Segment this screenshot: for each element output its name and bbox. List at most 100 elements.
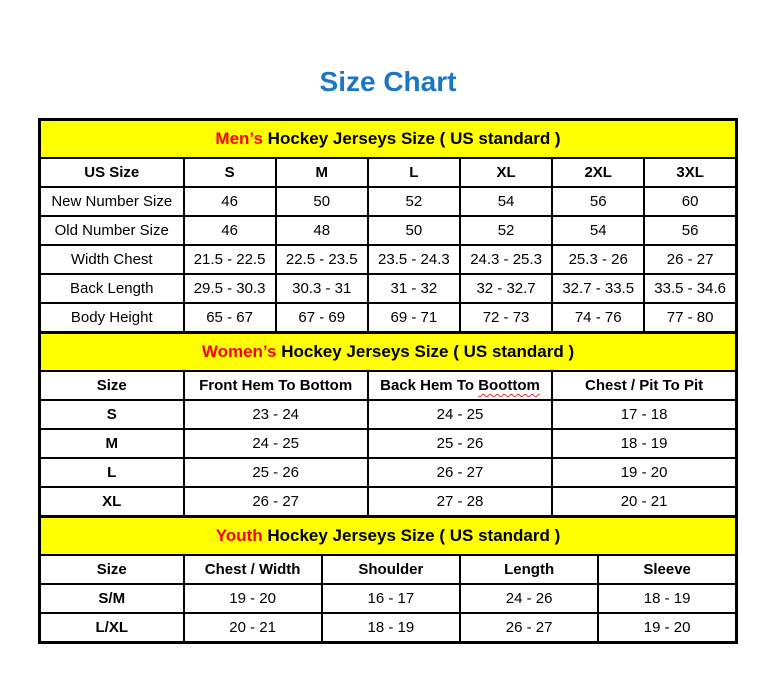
table-cell: 19 - 20 <box>551 457 738 488</box>
table-cell: 54 <box>551 215 646 246</box>
column-header-text: Back Hem To <box>380 377 479 394</box>
table-row: M 24 - 25 25 - 26 18 - 19 <box>38 428 738 459</box>
mens-section-header: Men’s Hockey Jerseys Size ( US standard … <box>38 118 738 159</box>
row-label: S <box>38 399 185 430</box>
womens-section-header: Women’s Hockey Jerseys Size ( US standar… <box>38 331 738 372</box>
row-label: Old Number Size <box>38 215 185 246</box>
table-row: Width Chest 21.5 - 22.5 22.5 - 23.5 23.5… <box>38 244 738 275</box>
column-header: Length <box>458 554 600 585</box>
table-row: New Number Size 46 50 52 54 56 60 <box>38 186 738 217</box>
mens-title-rest: Hockey Jerseys Size ( US standard ) <box>262 129 561 148</box>
row-label: XL <box>38 486 185 518</box>
mens-size-table: Men’s Hockey Jerseys Size ( US standard … <box>38 118 738 334</box>
table-cell: 20 - 21 <box>551 486 738 518</box>
table-cell: 50 <box>274 186 369 217</box>
table-row: Back Length 29.5 - 30.3 30.3 - 31 31 - 3… <box>38 273 738 304</box>
table-cell: 77 - 80 <box>643 302 738 334</box>
womens-size-table: Women’s Hockey Jerseys Size ( US standar… <box>38 331 738 518</box>
table-row: L/XL 20 - 21 18 - 19 26 - 27 19 - 20 <box>38 612 738 644</box>
table-cell: 29.5 - 30.3 <box>182 273 277 304</box>
table-cell: 24 - 25 <box>366 399 554 430</box>
table-cell: 17 - 18 <box>551 399 738 430</box>
table-cell: 19 - 20 <box>597 612 738 644</box>
mens-section-title: Men’s Hockey Jerseys Size ( US standard … <box>38 118 738 159</box>
table-cell: 27 - 28 <box>366 486 554 518</box>
column-header: S <box>182 157 277 188</box>
column-header: US Size <box>38 157 185 188</box>
column-header: 2XL <box>551 157 646 188</box>
table-cell: 72 - 73 <box>458 302 554 334</box>
table-cell: 26 - 27 <box>643 244 738 275</box>
table-cell: 18 - 19 <box>551 428 738 459</box>
row-label: Width Chest <box>38 244 185 275</box>
column-header: Chest / Width <box>182 554 323 585</box>
column-header: Front Hem To Bottom <box>182 370 369 401</box>
womens-highlight: Women’s <box>201 342 277 361</box>
table-row: Body Height 65 - 67 67 - 69 69 - 71 72 -… <box>38 302 738 334</box>
table-cell: 23.5 - 24.3 <box>366 244 461 275</box>
table-row: S 23 - 24 24 - 25 17 - 18 <box>38 399 738 430</box>
table-cell: 69 - 71 <box>366 302 461 334</box>
size-chart-tables: Men’s Hockey Jerseys Size ( US standard … <box>38 118 738 644</box>
row-label: M <box>38 428 185 459</box>
table-cell: 56 <box>643 215 738 246</box>
table-cell: 18 - 19 <box>597 583 738 614</box>
youth-column-header-row: Size Chest / Width Shoulder Length Sleev… <box>38 554 738 585</box>
table-cell: 46 <box>182 186 277 217</box>
table-cell: 67 - 69 <box>274 302 369 334</box>
womens-column-header-row: Size Front Hem To Bottom Back Hem To Boo… <box>38 370 738 401</box>
youth-section-title: Youth Hockey Jerseys Size ( US standard … <box>38 515 738 556</box>
table-cell: 32.7 - 33.5 <box>551 273 646 304</box>
row-label: L <box>38 457 185 488</box>
table-row: Old Number Size 46 48 50 52 54 56 <box>38 215 738 246</box>
table-cell: 26 - 27 <box>182 486 369 518</box>
table-cell: 33.5 - 34.6 <box>643 273 738 304</box>
table-cell: 18 - 19 <box>320 612 462 644</box>
table-cell: 54 <box>458 186 554 217</box>
row-label: Back Length <box>38 273 185 304</box>
table-cell: 52 <box>366 186 461 217</box>
column-header: XL <box>458 157 554 188</box>
row-label: L/XL <box>38 612 185 644</box>
table-row: XL 26 - 27 27 - 28 20 - 21 <box>38 486 738 518</box>
table-cell: 22.5 - 23.5 <box>274 244 369 275</box>
table-row: L 25 - 26 26 - 27 19 - 20 <box>38 457 738 488</box>
table-cell: 31 - 32 <box>366 273 461 304</box>
table-cell: 32 - 32.7 <box>458 273 554 304</box>
youth-size-table: Youth Hockey Jerseys Size ( US standard … <box>38 515 738 644</box>
table-cell: 25 - 26 <box>366 428 554 459</box>
row-label: New Number Size <box>38 186 185 217</box>
table-cell: 26 - 27 <box>458 612 600 644</box>
womens-title-rest: Hockey Jerseys Size ( US standard ) <box>276 342 575 361</box>
table-cell: 24 - 25 <box>182 428 369 459</box>
mens-column-header-row: US Size S M L XL 2XL 3XL <box>38 157 738 188</box>
column-header: Shoulder <box>320 554 462 585</box>
row-label: S/M <box>38 583 185 614</box>
table-cell: 23 - 24 <box>182 399 369 430</box>
mens-highlight: Men’s <box>215 129 263 148</box>
page-title: Size Chart <box>319 66 457 97</box>
table-cell: 60 <box>643 186 738 217</box>
column-header: Size <box>38 554 185 585</box>
youth-title-rest: Hockey Jerseys Size ( US standard ) <box>262 526 561 545</box>
table-cell: 30.3 - 31 <box>274 273 369 304</box>
table-cell: 16 - 17 <box>320 583 462 614</box>
column-header: Size <box>38 370 185 401</box>
column-header: Back Hem To Boottom <box>366 370 554 401</box>
youth-section-header: Youth Hockey Jerseys Size ( US standard … <box>38 515 738 556</box>
table-cell: 19 - 20 <box>182 583 323 614</box>
column-header: M <box>274 157 369 188</box>
table-cell: 25.3 - 26 <box>551 244 646 275</box>
table-cell: 65 - 67 <box>182 302 277 334</box>
table-cell: 48 <box>274 215 369 246</box>
column-header: Sleeve <box>597 554 738 585</box>
youth-highlight: Youth <box>215 526 263 545</box>
table-cell: 50 <box>366 215 461 246</box>
table-cell: 24.3 - 25.3 <box>458 244 554 275</box>
table-cell: 52 <box>458 215 554 246</box>
misspelled-word-squiggle: Boottom <box>478 377 540 394</box>
column-header: L <box>366 157 461 188</box>
row-label: Body Height <box>38 302 185 334</box>
table-cell: 56 <box>551 186 646 217</box>
